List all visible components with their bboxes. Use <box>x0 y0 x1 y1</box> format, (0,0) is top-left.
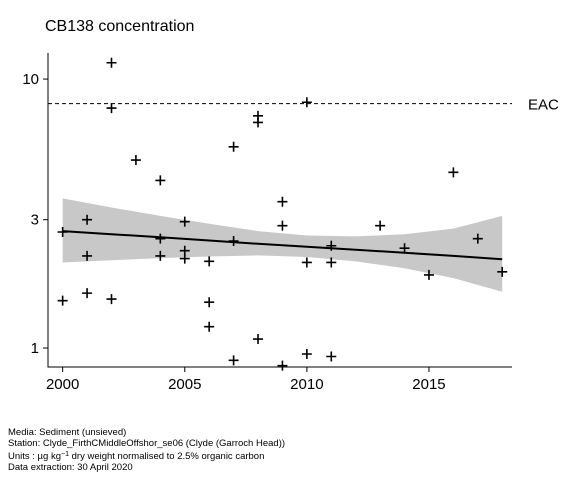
axes-frame <box>47 53 512 368</box>
data-point <box>130 155 141 166</box>
data-point <box>277 220 288 231</box>
data-point <box>301 257 312 268</box>
footer-extraction: Data extraction: 30 April 2020 <box>8 462 133 473</box>
x-tick-label: 2015 <box>412 376 445 393</box>
chart-footer: Media: Sediment (unsieved) Station: Clyd… <box>8 427 285 473</box>
data-point <box>57 227 68 238</box>
data-point <box>497 266 508 277</box>
data-point <box>228 235 239 246</box>
data-point <box>204 297 215 308</box>
data-point <box>228 355 239 366</box>
data-point <box>277 196 288 207</box>
eac-label: EAC <box>528 97 559 114</box>
data-point <box>82 250 93 261</box>
data-point <box>155 175 166 186</box>
data-point <box>326 240 337 251</box>
data-point <box>228 141 239 152</box>
footer-units: Units : µg kg−1 dry weight normalised to… <box>8 449 285 462</box>
y-tick-label: 1 <box>31 340 39 357</box>
data-point <box>301 349 312 360</box>
data-point <box>179 216 190 227</box>
data-point <box>253 334 264 345</box>
data-point <box>375 220 386 231</box>
data-point <box>106 57 117 68</box>
data-point <box>155 233 166 244</box>
data-point <box>301 97 312 108</box>
footer-station: Station: Clyde_FirthCMiddleOffshor_se06 … <box>8 438 286 449</box>
data-point <box>472 233 483 244</box>
data-point <box>106 294 117 305</box>
data-point <box>326 257 337 268</box>
data-point <box>277 360 288 371</box>
footer-units-prefix: Units : µg kg <box>8 451 61 462</box>
data-point <box>423 269 434 280</box>
footer-units-suffix: dry weight normalised to 2.5% organic ca… <box>68 451 265 462</box>
data-point <box>326 351 337 362</box>
data-point <box>106 103 117 114</box>
x-tick-label: 2000 <box>46 376 79 393</box>
footer-media: Media: Sediment (unsieved) <box>8 427 127 438</box>
data-point <box>448 167 459 178</box>
chart-title: CB138 concentration <box>45 18 195 35</box>
data-point <box>204 321 215 332</box>
x-tick-label: 2010 <box>290 376 323 393</box>
y-tick-label: 10 <box>22 71 39 88</box>
data-point <box>57 295 68 306</box>
trend-line <box>62 230 503 261</box>
data-point <box>82 214 93 225</box>
footer-units-exponent: −1 <box>61 451 69 458</box>
data-point <box>155 250 166 261</box>
x-tick-label: 2005 <box>168 376 201 393</box>
data-point <box>82 288 93 299</box>
data-point <box>204 256 215 267</box>
data-point <box>179 253 190 264</box>
data-point <box>399 243 410 254</box>
y-tick-label: 3 <box>31 212 39 229</box>
data-point <box>253 117 264 128</box>
